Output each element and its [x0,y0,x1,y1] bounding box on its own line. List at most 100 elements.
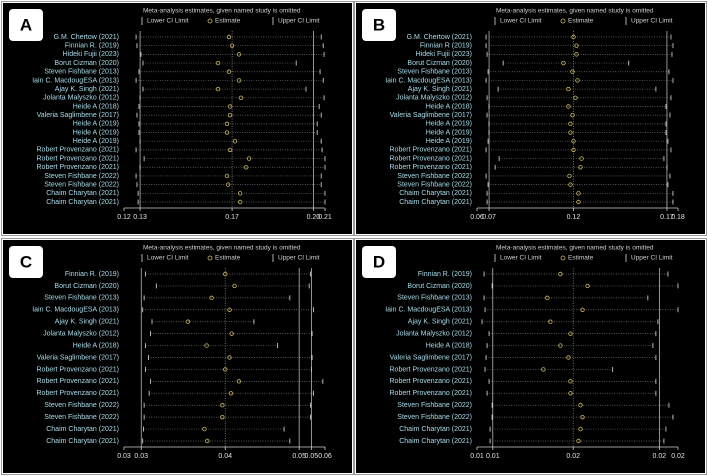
study-label: Robert Provenzano (2021) [390,164,473,171]
estimate [227,355,232,360]
study-label: Chaim Charytan (2021) [399,438,472,445]
x-tick-label: 0.05 [292,453,306,460]
estimate [568,331,573,336]
x-tick-label: 0.03 [134,453,148,460]
study-label: Heide A (2019) [73,129,119,136]
x-tick-label: 0.02 [566,453,580,460]
estimate [566,355,571,360]
estimate [568,121,573,127]
study-label: Valeria Saglimbene (2017) [390,354,472,361]
estimate [232,283,237,289]
estimate [571,147,576,153]
study-label: Robert Provenzano (2021) [37,390,120,397]
study-label: Robert Provenzano (2021) [390,147,473,154]
study-label: Heide A (2019) [73,138,119,145]
panel-title: Meta-analysis estimates, given named stu… [143,245,301,252]
study-label: Robert Provenzano (2021) [37,164,120,171]
x-tick-label: 0.12 [117,214,131,221]
estimate [576,191,581,196]
study-label: Valeria Saglimbene (2017) [37,354,119,361]
study-label: Hideki Fujii (2023) [63,51,119,58]
legend-label: Lower CI Limit [500,255,542,262]
estimate [585,283,590,289]
x-tick-label: 0.03 [117,453,131,460]
study-label: Steven Fishbane (2022) [44,402,119,409]
estimate [574,43,579,48]
estimate [236,52,242,57]
panel-border [1,238,354,475]
panel: B Meta-analysis estimates, given named st… [354,1,707,236]
study-label: G.M. Chertow (2021) [407,34,472,41]
estimate [236,379,242,384]
estimate [579,156,584,161]
study-label: Iain C. MacdougESA (2013) [32,77,119,84]
study-label: Chaim Charytan (2021) [46,199,119,206]
x-tick-label: 0.01 [486,453,500,460]
estimate [232,139,238,144]
estimate [558,271,563,277]
study-label: Valeria Saglimbene (2017) [37,112,119,119]
study-label: Iain C. MacdougESA (2013) [32,307,119,314]
x-tick-label: 0.17 [225,214,239,221]
estimate [220,414,225,420]
estimate [209,295,214,301]
study-label: Borut Cizman (2020) [54,283,119,290]
legend-label: Upper CI Limit [278,18,320,25]
estimate [205,438,210,444]
study-label: Heide A (2019) [426,138,472,145]
estimate [568,379,573,384]
study-label: Robert Provenzano (2021) [390,378,473,385]
study-label: Ajay K. Singh (2021) [408,86,472,93]
study-label: Robert Provenzano (2021) [37,147,120,154]
panel-letter-box [362,9,396,41]
study-label: Finnian R. (2019) [65,271,119,278]
estimate [202,426,207,432]
x-tick-label: 0.06 [318,453,332,460]
panel-letter: D [373,252,385,271]
study-label: Steven Fishbane (2013) [44,295,119,302]
panel-letter-box [9,246,43,278]
study-label: Steven Fishbane (2022) [44,414,119,421]
panel-background [356,3,705,234]
panel: A Meta-analysis estimates, given named st… [1,1,354,236]
study-label: Robert Provenzano (2021) [37,155,120,162]
estimate [236,78,242,83]
panel: D Meta-analysis estimates, given named st… [354,238,707,475]
study-label: Heide A (2018) [426,103,472,110]
study-label: Robert Provenzano (2021) [37,366,120,373]
study-label: Jolanta Malyszko (2012) [43,330,119,337]
study-label: Steven Fishbane (2013) [397,69,472,76]
estimate [204,343,209,348]
legend-label: Upper CI Limit [631,18,673,25]
legend-symbol [560,255,566,261]
estimate [580,414,585,420]
study-label: Steven Fishbane (2022) [397,402,472,409]
study-label: Chaim Charytan (2021) [46,438,119,445]
panel-title: Meta-analysis estimates, given named stu… [496,8,654,15]
panel-background [356,240,705,473]
legend-label: Lower CI Limit [500,18,542,25]
study-label: Heide A (2018) [73,103,119,110]
study-label: Heide A (2019) [73,121,119,128]
estimate [237,191,243,196]
estimate [558,343,563,348]
estimate [243,165,249,170]
study-label: Steven Fishbane (2022) [44,173,119,180]
study-label: Jolanta Malyszko (2012) [43,95,119,102]
study-label: Jolanta Malyszko (2012) [396,95,472,102]
estimate [229,43,235,48]
estimate [220,403,225,408]
estimate [573,95,578,100]
estimate [228,391,234,396]
estimate [226,34,232,40]
legend-label: Estimate [215,255,241,262]
panel-letter-box [9,9,43,41]
estimate [225,182,231,187]
estimate [574,52,579,57]
x-tick-label: 0.02 [653,453,667,460]
panel-border [1,1,354,236]
estimate [568,182,573,187]
panel-background [3,3,352,234]
study-label: Heide A (2018) [73,342,119,349]
estimate [575,78,580,83]
